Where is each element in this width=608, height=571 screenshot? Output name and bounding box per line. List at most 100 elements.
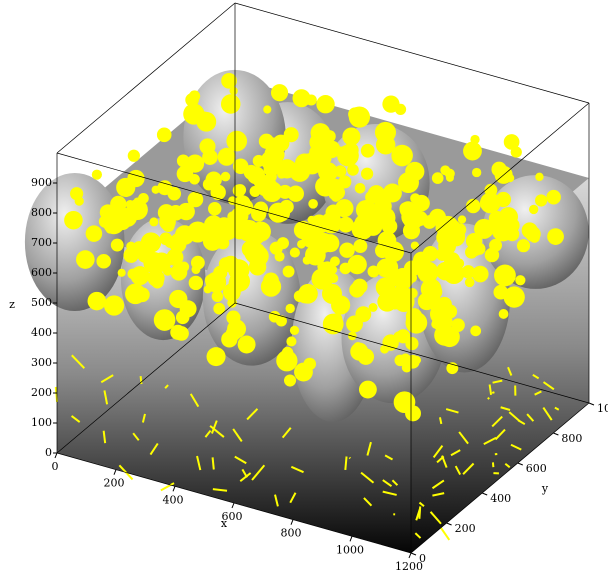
blob <box>216 218 239 241</box>
x-tick <box>408 552 412 559</box>
blob <box>410 241 419 250</box>
crack <box>494 428 506 441</box>
crack <box>415 508 422 521</box>
z-tick-label: 500 <box>31 296 52 309</box>
blob <box>243 164 259 180</box>
blob <box>317 261 328 272</box>
blob <box>420 278 442 300</box>
blob <box>76 250 95 269</box>
crack <box>141 413 146 423</box>
blob <box>211 290 224 303</box>
blob <box>196 111 217 132</box>
crack <box>251 464 266 481</box>
blob <box>305 94 317 106</box>
blob <box>374 243 390 259</box>
blob <box>277 237 289 250</box>
blob <box>439 326 460 348</box>
z-tick-label: 600 <box>31 266 52 279</box>
blob <box>244 242 266 264</box>
crack <box>348 456 351 460</box>
crack <box>491 391 495 394</box>
blob <box>199 138 216 155</box>
blob <box>117 207 138 227</box>
blob <box>360 143 375 158</box>
blob <box>337 216 354 233</box>
blob <box>354 182 366 194</box>
crack <box>438 417 443 425</box>
blob <box>412 210 428 227</box>
crack <box>454 465 462 476</box>
blob <box>98 215 112 228</box>
blob <box>188 275 204 291</box>
yellow-phase <box>54 72 564 541</box>
crack <box>510 443 522 451</box>
crack <box>436 455 445 464</box>
blob <box>367 265 380 278</box>
crack <box>100 374 114 384</box>
blob <box>213 302 226 315</box>
blob <box>285 303 295 314</box>
blob <box>226 130 248 152</box>
crack <box>274 494 279 507</box>
crack <box>488 384 493 395</box>
x-tick-label: 1200 <box>395 560 423 571</box>
blob <box>96 253 112 269</box>
y-tick <box>517 462 523 466</box>
blob <box>358 380 377 399</box>
blob <box>64 210 83 230</box>
blob <box>446 362 459 375</box>
x-tick <box>349 536 353 542</box>
blob <box>272 134 290 152</box>
blob <box>216 265 227 277</box>
crack <box>487 396 490 400</box>
blob <box>157 180 173 196</box>
blob <box>190 255 205 270</box>
blob <box>375 135 396 155</box>
y-tick <box>410 552 417 556</box>
crack <box>102 430 107 444</box>
blob <box>292 89 311 108</box>
crack <box>290 465 304 474</box>
blob <box>294 362 313 382</box>
blob <box>265 171 277 182</box>
blob <box>229 270 251 292</box>
blob <box>311 268 333 290</box>
blob <box>400 353 411 364</box>
y-tick <box>553 432 559 436</box>
x-tick-label: 800 <box>281 527 302 540</box>
blob <box>339 262 352 275</box>
blob <box>210 184 226 201</box>
blob <box>350 342 369 361</box>
blob <box>202 178 215 191</box>
blob <box>295 153 315 173</box>
blob <box>336 146 345 155</box>
z-tick-label: 800 <box>31 206 52 219</box>
blob <box>422 246 439 262</box>
blob <box>188 90 201 102</box>
crack <box>160 482 175 492</box>
grain <box>24 172 125 312</box>
x-tick-label: 0 <box>52 460 59 473</box>
blob <box>286 336 297 347</box>
x-tick-label: 200 <box>104 477 125 490</box>
z-tick-label: 100 <box>31 416 52 429</box>
blob <box>334 187 346 198</box>
blob <box>91 169 102 180</box>
blob <box>347 254 367 275</box>
blob <box>185 154 205 173</box>
x-tick-label: 1000 <box>336 543 364 556</box>
blob <box>465 198 481 214</box>
blob <box>376 258 396 278</box>
blob <box>117 268 126 277</box>
blob <box>505 173 515 183</box>
x-tick <box>54 452 58 459</box>
blob <box>503 134 520 150</box>
blob <box>169 235 187 253</box>
crack <box>70 415 81 423</box>
blob <box>310 123 331 143</box>
blob <box>125 199 135 209</box>
blob <box>321 234 340 253</box>
blob <box>516 239 531 253</box>
crack <box>71 354 86 369</box>
